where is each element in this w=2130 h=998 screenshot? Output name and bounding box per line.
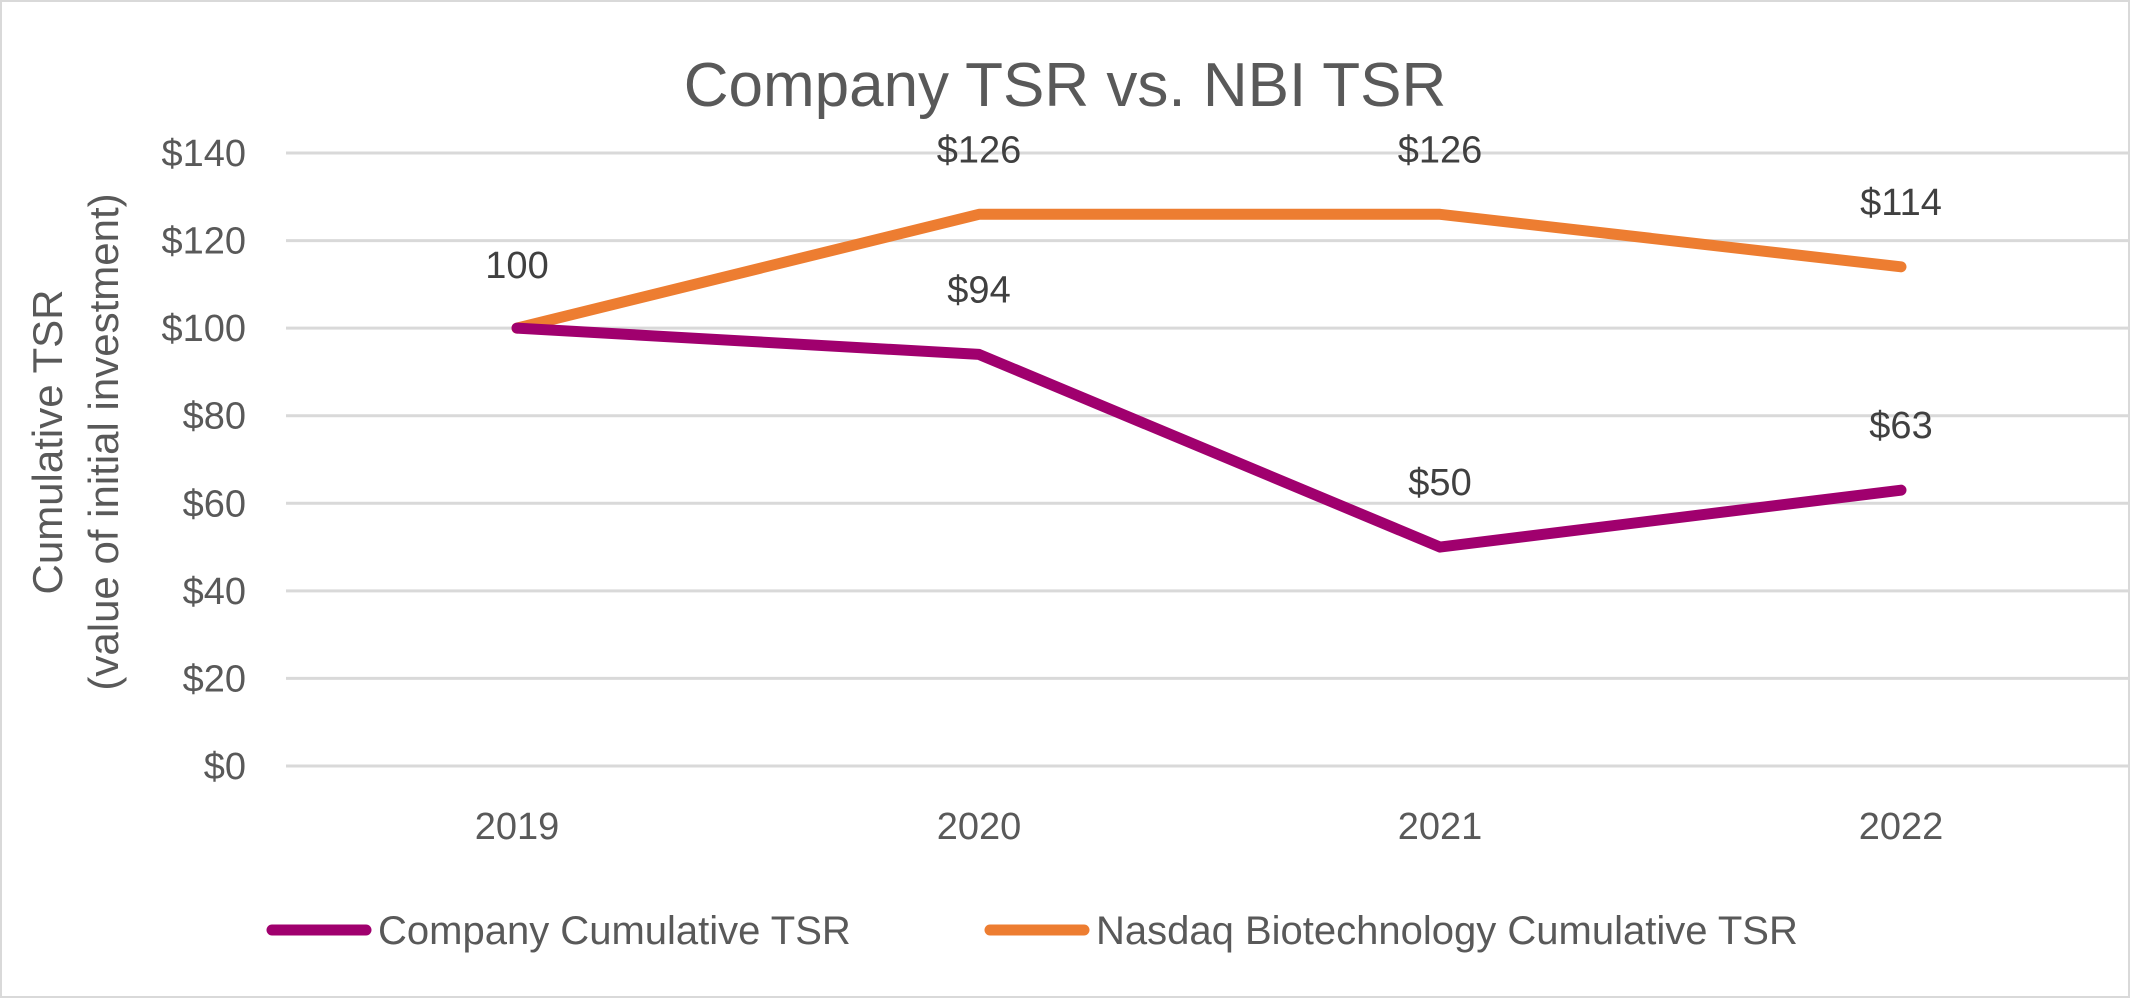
y-axis-ticks: $0 $20 $40 $60 $80 $100 $120 $140	[161, 133, 246, 788]
data-label: $94	[947, 269, 1010, 311]
data-label: 100	[485, 245, 548, 287]
legend-label: Company Cumulative TSR	[378, 909, 851, 953]
data-label: $50	[1408, 462, 1471, 504]
y-tick-label: $20	[183, 658, 246, 700]
series-lines	[511, 208, 1907, 553]
x-tick-label: 2021	[1398, 806, 1483, 848]
x-axis-ticks: 2019 2020 2021 2022	[475, 806, 1944, 848]
y-axis-label-line2: (value of initial investment)	[80, 193, 127, 690]
y-tick-label: $80	[183, 396, 246, 438]
x-tick-label: 2019	[475, 806, 560, 848]
gridlines	[286, 151, 2128, 768]
data-label: $126	[937, 129, 1022, 171]
y-tick-label: $40	[183, 571, 246, 613]
data-label: $63	[1869, 405, 1932, 447]
x-tick-label: 2022	[1859, 806, 1944, 848]
legend-label: Nasdaq Biotechnology Cumulative TSR	[1096, 909, 1798, 953]
y-tick-label: $120	[161, 221, 246, 263]
y-axis-label: Cumulative TSR (value of initial investm…	[24, 193, 127, 690]
y-tick-label: $0	[204, 746, 246, 788]
series-line-nasdaq	[511, 208, 1907, 334]
y-tick-label: $100	[161, 308, 246, 350]
legend: Company Cumulative TSR Nasdaq Biotechnolo…	[266, 909, 1798, 953]
data-labels: 100 $94 $50 $63 $126 $126 $114	[485, 129, 1942, 504]
x-tick-label: 2020	[937, 806, 1022, 848]
chart-title: Company TSR vs. NBI TSR	[684, 51, 1447, 120]
y-axis-label-line1: Cumulative TSR	[24, 290, 71, 595]
series-line-company	[511, 322, 1907, 553]
y-tick-label: $140	[161, 133, 246, 175]
y-tick-label: $60	[183, 483, 246, 525]
data-label: $126	[1398, 129, 1483, 171]
data-label: $114	[1860, 182, 1942, 224]
